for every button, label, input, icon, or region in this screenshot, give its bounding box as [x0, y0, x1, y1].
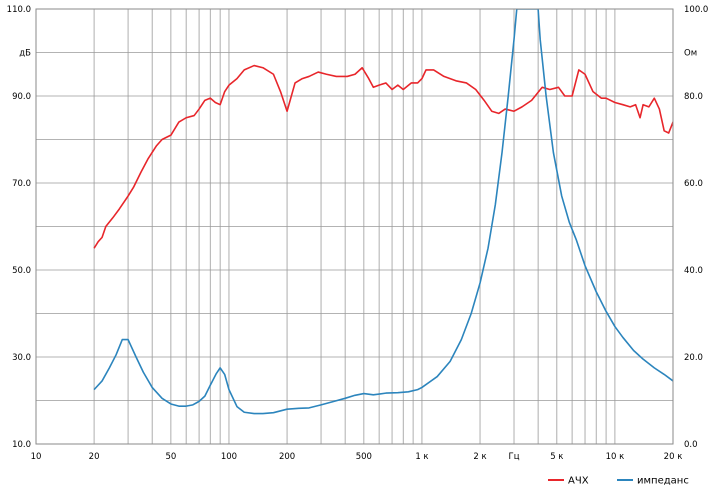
x-tick-label: 500	[356, 452, 372, 462]
legend-label: АЧХ	[568, 476, 589, 487]
y-right-tick-label: 60.0	[684, 179, 703, 189]
x-tick-label: 10	[31, 452, 42, 462]
y-left-unit-label: дБ	[19, 49, 31, 59]
x-tick-label: 20 к	[664, 452, 683, 462]
legend: АЧХ импеданс	[548, 476, 689, 487]
y-left-tick-label: 110.0	[7, 5, 31, 15]
x-tick-label: Гц	[509, 452, 520, 462]
series-line-impedance	[93, 9, 673, 415]
x-tick-label: 2 к	[473, 452, 486, 462]
y-right-tick-label: 100.0	[684, 5, 708, 15]
y-right-tick-label: 20.0	[684, 353, 703, 363]
y-left-tick-label: 10.0	[12, 440, 31, 450]
x-tick-label: 100	[221, 452, 237, 462]
y-right-tick-label: 40.0	[684, 266, 703, 276]
x-tick-label: 50	[165, 452, 176, 462]
plot-border	[35, 8, 674, 445]
y-left-tick-label: 70.0	[12, 179, 31, 189]
legend-label: импеданс	[637, 476, 689, 487]
y-left-tick-label: 90.0	[12, 92, 31, 102]
series-layer	[93, 9, 673, 415]
x-tick-label: 5 к	[550, 452, 563, 462]
x-tick-label: 200	[279, 452, 295, 462]
series-line-frequency-response	[93, 64, 673, 249]
x-tick-label: 10 к	[606, 452, 625, 462]
y-right-tick-label: 80.0	[684, 92, 703, 102]
y-right-unit-label: Ом	[684, 49, 697, 59]
x-tick-label: 20	[89, 452, 100, 462]
x-tick-label: 1 к	[415, 452, 428, 462]
axis-labels: 10 20 50 100 200 500 1 к 2 к Гц 5 к 10 к 20 к 110.0 9…	[7, 5, 709, 462]
y-left-tick-label: 30.0	[12, 353, 31, 363]
y-right-tick-label: 0.0	[684, 440, 698, 450]
y-left-tick-label: 50.0	[12, 266, 31, 276]
